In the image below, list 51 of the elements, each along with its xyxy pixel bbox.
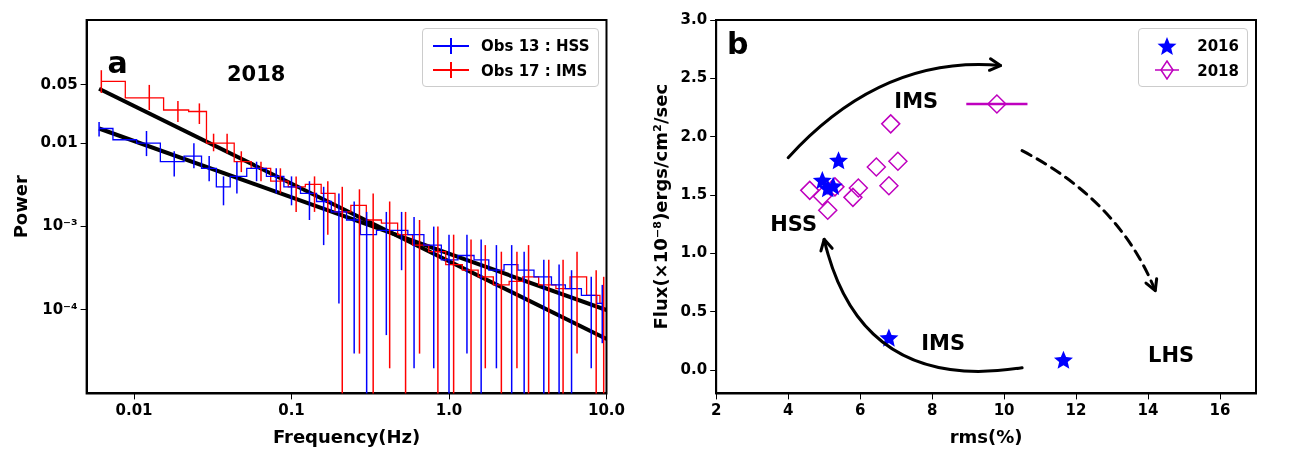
point bbox=[1053, 350, 1073, 369]
y-tick-label: 0.01 bbox=[40, 133, 78, 152]
point bbox=[879, 328, 899, 347]
x-tick-label: 10 bbox=[993, 401, 1015, 420]
y-tick-label: 2.5 bbox=[680, 68, 708, 87]
point bbox=[799, 180, 820, 201]
x-tick-label: 6 bbox=[854, 401, 866, 420]
legend-label: Obs 17 : IMS bbox=[481, 61, 588, 79]
x-tick-label: 16 bbox=[1209, 401, 1231, 420]
x-axis-title: rms(%) bbox=[949, 425, 1023, 447]
annotation: 2018 bbox=[226, 62, 286, 87]
point bbox=[879, 175, 899, 196]
point bbox=[812, 186, 833, 206]
y-tick-label: 2.0 bbox=[680, 126, 708, 145]
annotation: IMS bbox=[921, 331, 966, 356]
y-axis-title: Power bbox=[10, 174, 32, 239]
y-tick-label: 1.0 bbox=[680, 243, 708, 262]
x-tick-label: 10.0 bbox=[587, 401, 625, 420]
annotation: IMS bbox=[894, 88, 939, 113]
point bbox=[829, 151, 849, 170]
y-tick-label: 0.0 bbox=[680, 359, 708, 378]
y-tick-label: 10⁻⁴ bbox=[42, 299, 78, 318]
legend-label: Obs 13 : HSS bbox=[481, 36, 590, 55]
point bbox=[848, 178, 869, 198]
point bbox=[987, 94, 1007, 114]
point bbox=[888, 151, 908, 171]
x-tick-label: 14 bbox=[1137, 401, 1159, 420]
y-tick-label: 3.0 bbox=[680, 9, 708, 28]
y-tick-label: 0.5 bbox=[680, 301, 708, 320]
annotation: b bbox=[726, 25, 749, 61]
legend-label: 2018 bbox=[1197, 61, 1239, 79]
legend-label: 2016 bbox=[1197, 36, 1239, 55]
annotation: HSS bbox=[770, 211, 818, 236]
x-tick-label: 4 bbox=[782, 401, 794, 420]
x-tick-label: 0.1 bbox=[278, 401, 305, 420]
x-tick-label: 8 bbox=[926, 401, 938, 420]
point bbox=[843, 187, 863, 208]
annotation: LHS bbox=[1148, 342, 1195, 367]
annotation: a bbox=[107, 44, 128, 80]
x-tick-label: 2 bbox=[710, 401, 722, 420]
point bbox=[880, 114, 901, 134]
y-tick-label: 0.05 bbox=[40, 74, 78, 93]
y-tick-label: 10⁻³ bbox=[42, 216, 78, 235]
x-tick-label: 1.0 bbox=[435, 401, 463, 420]
point bbox=[866, 157, 887, 177]
y-axis-title: Flux(×10⁻⁸)ergs/cm²/sec bbox=[650, 83, 672, 330]
x-tick-label: 12 bbox=[1065, 401, 1087, 420]
x-tick-label: 0.01 bbox=[115, 401, 153, 420]
x-axis-title: Frequency(Hz) bbox=[272, 425, 421, 447]
y-tick-label: 1.5 bbox=[680, 184, 708, 203]
point bbox=[817, 200, 838, 220]
